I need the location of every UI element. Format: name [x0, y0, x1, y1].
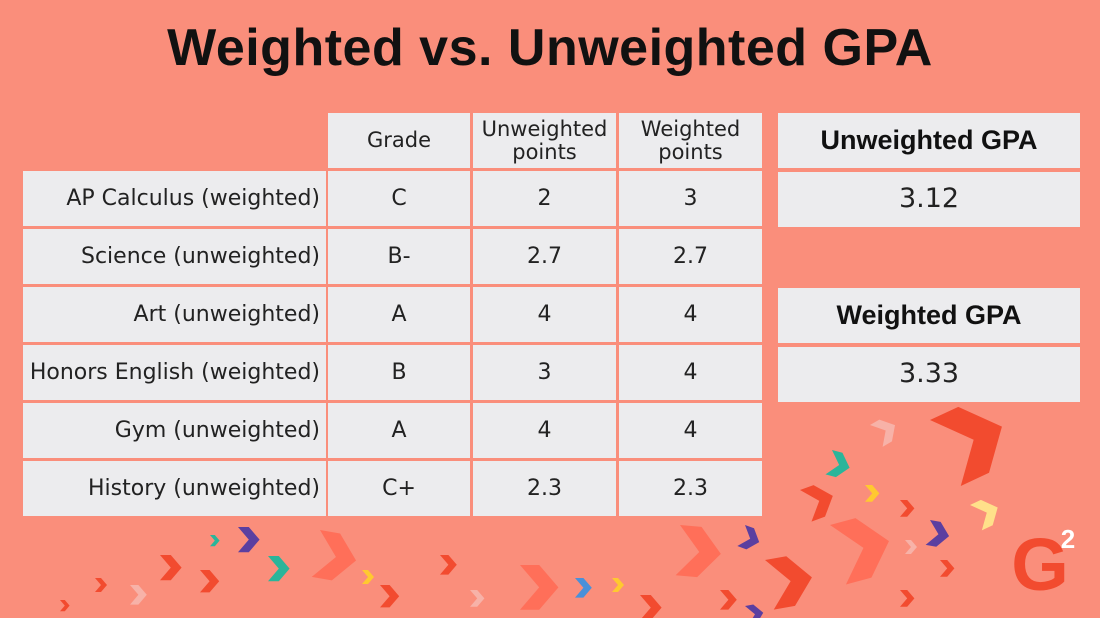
chevron	[440, 555, 457, 575]
chevron	[160, 555, 182, 581]
gpa-label: Weighted GPA	[778, 288, 1080, 343]
chevron	[130, 585, 147, 605]
chevron	[95, 578, 107, 592]
chevron	[765, 552, 817, 610]
chevron	[870, 414, 902, 447]
table-cell: C+	[328, 461, 470, 516]
chevron	[268, 556, 290, 582]
chevron	[311, 530, 361, 584]
chevron	[200, 570, 220, 593]
chevron	[930, 393, 1018, 486]
gpa-value: 3.33	[778, 347, 1080, 402]
chevron	[362, 570, 374, 584]
chevron	[900, 590, 915, 607]
table-cell: A	[328, 403, 470, 458]
chevron	[238, 527, 260, 553]
table-cell: 3	[473, 345, 616, 400]
chevron	[825, 450, 853, 480]
chevron	[612, 578, 624, 592]
chevron	[60, 600, 70, 612]
gpa-label: Unweighted GPA	[778, 113, 1080, 168]
course-name: Honors English (weighted)	[23, 345, 326, 400]
table-cell: 4	[473, 287, 616, 342]
chevron	[865, 485, 880, 502]
chevron	[210, 535, 220, 547]
logo-superscript: 2	[1061, 524, 1075, 554]
chevron	[737, 525, 764, 553]
chevron	[800, 480, 839, 522]
chevron	[940, 560, 955, 577]
chevron	[720, 590, 737, 610]
table-cell: B-	[328, 229, 470, 284]
chevron	[925, 520, 952, 549]
table-cell: 3	[619, 171, 762, 226]
table-cell: A	[328, 287, 470, 342]
logo-letter: G	[1011, 523, 1069, 606]
course-name: AP Calculus (weighted)	[23, 171, 326, 226]
table-cell: 2	[473, 171, 616, 226]
table-cell: 4	[619, 403, 762, 458]
chevron	[575, 578, 592, 598]
chevron	[830, 511, 897, 585]
course-name: Gym (unweighted)	[23, 403, 326, 458]
chevron	[380, 585, 400, 608]
table-cell: 2.3	[473, 461, 616, 516]
table-cell: 2.3	[619, 461, 762, 516]
table-cell: C	[328, 171, 470, 226]
chevron	[970, 494, 1004, 531]
table-cell: 2.7	[619, 229, 762, 284]
course-name: Science (unweighted)	[23, 229, 326, 284]
table-cell: 4	[619, 287, 762, 342]
header-cell: Grade	[328, 113, 470, 168]
chevron	[905, 540, 917, 554]
course-name: Art (unweighted)	[23, 287, 326, 342]
table-cell: 4	[473, 403, 616, 458]
header-cell: Unweighted points	[473, 113, 616, 168]
table-cell: 4	[619, 345, 762, 400]
header-cell: Weighted points	[619, 113, 762, 168]
chevron	[745, 603, 765, 618]
chevron	[470, 590, 485, 607]
chevron	[900, 500, 915, 517]
table-cell: B	[328, 345, 470, 400]
course-name: History (unweighted)	[23, 461, 326, 516]
chevron	[675, 525, 724, 579]
gpa-value: 3.12	[778, 172, 1080, 227]
chevron	[520, 565, 559, 610]
title: Weighted vs. Unweighted GPA	[167, 19, 933, 77]
chevron	[640, 595, 662, 618]
table-cell: 2.7	[473, 229, 616, 284]
